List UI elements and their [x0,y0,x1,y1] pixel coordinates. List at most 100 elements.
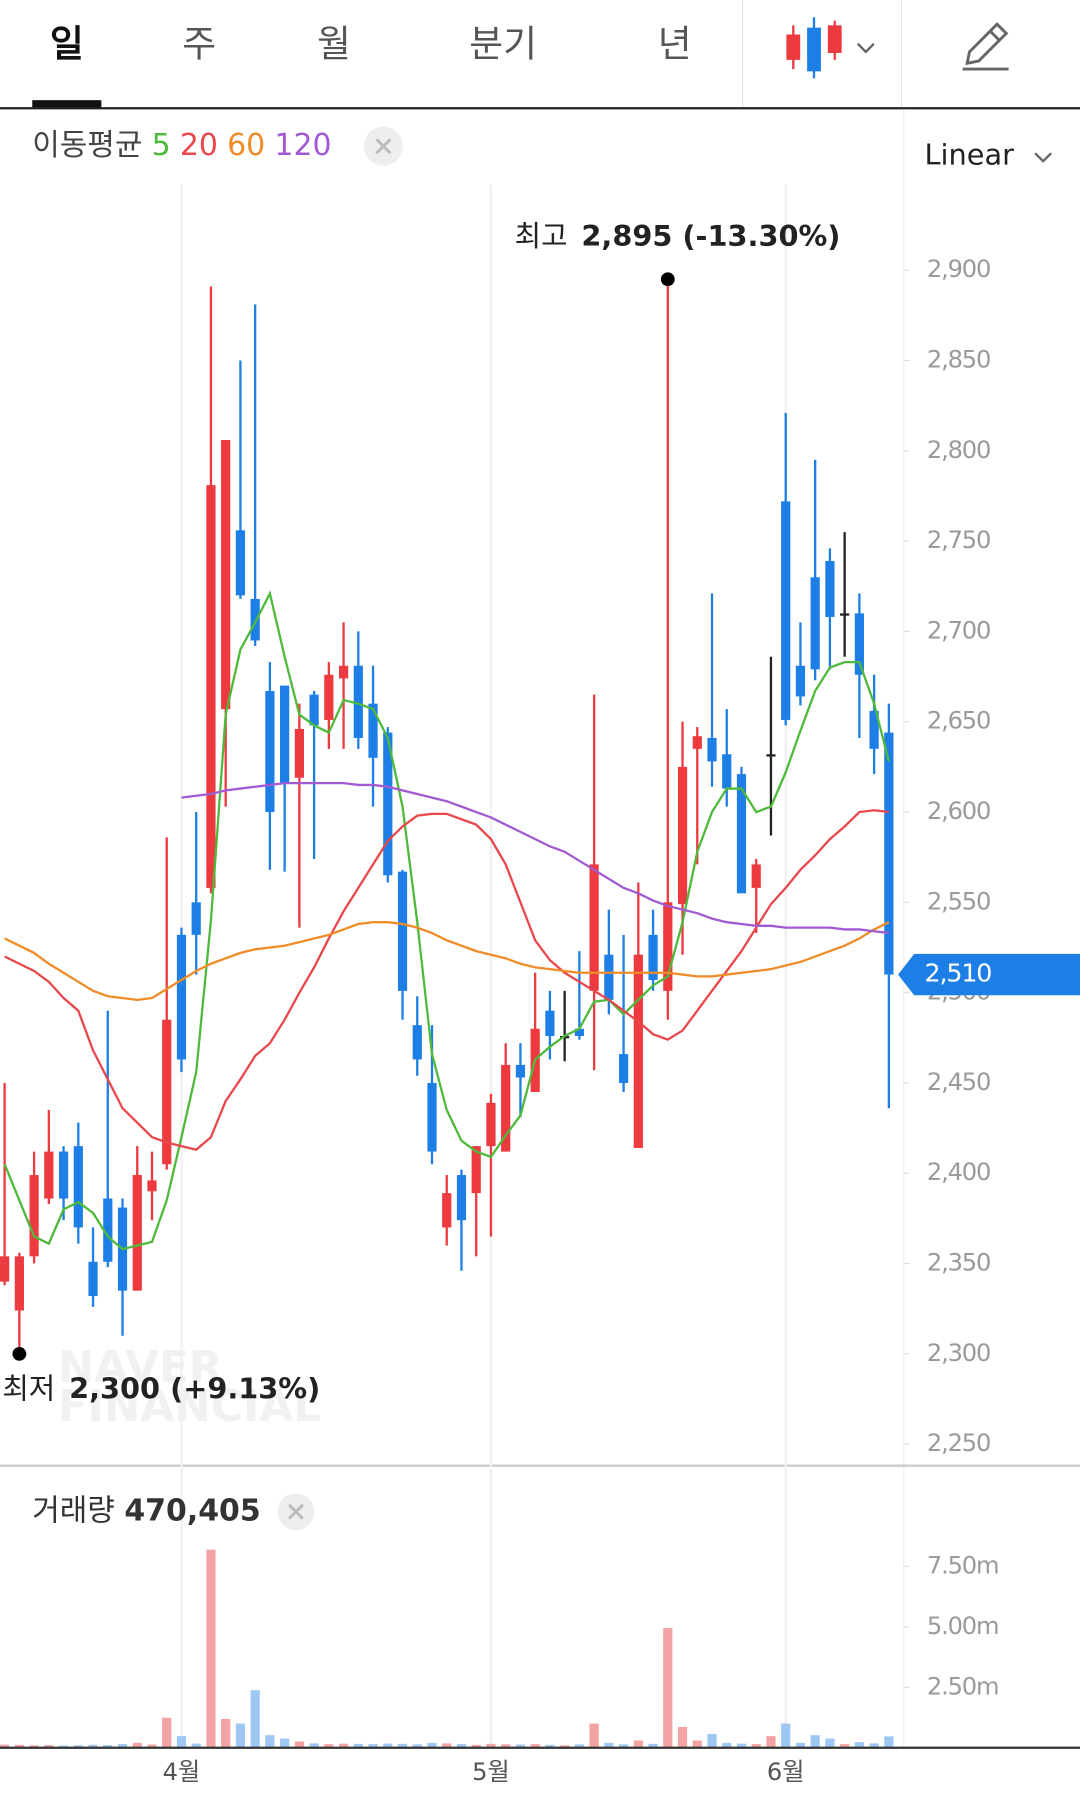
chart-type-button[interactable] [786,17,875,79]
volume-bar [633,1740,643,1748]
tab[interactable]: 일 [50,23,84,66]
candle-body [677,766,688,905]
candle-body [191,902,201,935]
x-tick-label: 6월 [767,1758,805,1786]
candle-body [0,1256,10,1282]
volume-bar [456,1744,467,1748]
volume-bar [854,1742,864,1748]
volume-bar [840,1744,850,1748]
volume-bar [235,1723,246,1748]
annotation-value: 2,300 (+9.13%) [69,1372,320,1406]
price-tag-label: 2,510 [925,958,992,988]
volume-bar [574,1744,584,1748]
candle-body [633,954,643,1148]
tab[interactable]: 월 [317,23,351,66]
ma-line [4,921,890,1002]
low-marker [12,1346,27,1361]
tab[interactable]: 년 [658,23,692,66]
candle-body [736,774,747,894]
high-annotation: 최고 2,895 (-13.30%) [515,219,841,253]
y-tick-label: 2,650 [927,707,990,735]
volume-bar [707,1733,717,1748]
candle-body [265,691,275,813]
scale-selector[interactable]: Linear [925,138,1015,172]
annotation-label: 최저 [2,1372,55,1406]
volume-bar [825,1738,835,1748]
high-marker [660,272,675,287]
volume-bar [294,1741,304,1748]
candle-body [14,1256,24,1311]
volume-bar [515,1744,526,1748]
low-annotation: 최저 2,300 (+9.13%) [2,1372,320,1406]
volume-bar [795,1742,806,1748]
candle-body [162,1019,172,1165]
volume-bar [353,1743,363,1748]
candle-body [368,703,378,758]
candle-body [442,1193,452,1228]
candle-body [309,694,319,726]
legend-entry: 120 [274,128,331,163]
plot [0,184,894,1748]
candle-body [604,954,614,1000]
candle-body [427,1082,437,1152]
volume-bar [677,1726,688,1748]
volume-bar [176,1736,187,1748]
volume-bar [103,1745,113,1748]
close-button[interactable] [277,1493,315,1531]
candle-body [324,674,334,720]
volume-bar [88,1744,98,1748]
tab[interactable]: 분기 [469,23,537,66]
volume-bar [692,1740,702,1748]
candle-body [618,1054,629,1083]
ma-legend: 이동평균 5 20 60 120 [32,128,331,163]
volume-bar [442,1743,452,1748]
watermark: FINANCIAL [58,1381,321,1432]
candle-body [383,732,393,876]
volume-bar [604,1742,614,1748]
volume-bar [869,1743,879,1748]
volume-bar [648,1743,658,1748]
volume-bar [338,1743,349,1748]
candle-body [766,754,776,757]
candle-body [707,737,717,762]
y-tick-label: 2,800 [927,436,990,464]
draw-button[interactable] [962,22,1009,71]
tab-underline [32,100,102,109]
volume-bar [766,1736,776,1748]
candle-body [501,1064,511,1152]
volume-bar [368,1744,378,1748]
tab[interactable]: 주 [182,23,216,66]
candle-body [221,439,231,710]
volume-bar [589,1723,599,1748]
legend-entry: 20 [180,128,218,163]
volume-bar [471,1744,481,1748]
candle-body [176,934,187,1060]
volume-bar [117,1744,128,1748]
price-tag [898,953,1080,996]
candle-body [854,613,864,675]
volume-bar [147,1744,157,1748]
legend-entry: 5 [152,128,171,163]
volume-bar [162,1717,172,1748]
y-tick-label: 2,250 [927,1429,990,1457]
candle-body [88,1261,98,1297]
candle-body [884,732,894,975]
annotation-label: 최고 [515,219,568,253]
candle-body [338,665,349,679]
x-tick-label: 5월 [472,1758,510,1786]
volume-bar [618,1744,629,1748]
close-button[interactable] [363,126,403,166]
candle-body [397,871,408,991]
chevron [1034,152,1053,163]
candle-body [280,685,290,784]
legend-entry: 60 [227,128,265,163]
volume-bar [751,1744,761,1748]
candle-body [58,1151,69,1199]
candle-body [412,1025,422,1060]
candle-body [810,577,820,670]
candle-body [235,530,246,596]
volume-bar [265,1735,275,1748]
volume-bar [545,1744,555,1748]
